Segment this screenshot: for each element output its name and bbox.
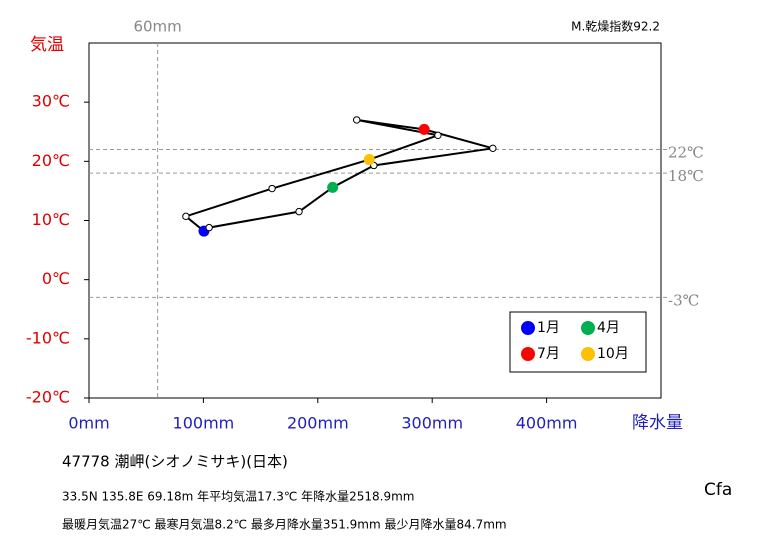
month-point bbox=[363, 154, 375, 166]
ref-label: 60mm bbox=[133, 18, 181, 36]
x-tick-label: 100mm bbox=[173, 414, 235, 433]
x-tick-label: 400mm bbox=[516, 414, 578, 433]
point bbox=[295, 207, 303, 216]
y-tick-label: -10℃ bbox=[26, 328, 70, 347]
legend-marker bbox=[521, 347, 535, 361]
x-axis-title: 降水量 bbox=[632, 413, 683, 433]
point bbox=[268, 184, 276, 193]
ref-label: 18℃ bbox=[668, 167, 704, 185]
x-tick-label: 0mm bbox=[68, 414, 109, 433]
y-tick-label: 30℃ bbox=[32, 92, 70, 111]
info-line: 最暖月気温27℃ 最寒月気温8.2℃ 最多月降水量351.9mm 最少月降水量8… bbox=[62, 517, 507, 532]
climate-line bbox=[183, 118, 494, 233]
point bbox=[352, 116, 361, 124]
month-point bbox=[418, 123, 430, 135]
y-tick-label: -20℃ bbox=[26, 388, 70, 407]
info-line: 33.5N 135.8E 69.18m 年平均気温17.3℃ 年降水量2518.… bbox=[62, 489, 415, 504]
legend-label: 4月 bbox=[597, 320, 620, 336]
ref-label: -3℃ bbox=[668, 291, 699, 309]
station-name: 47778 潮岬(シオノミサキ)(日本) bbox=[62, 453, 288, 471]
legend-label: 1月 bbox=[537, 320, 560, 336]
x-tick-label: 200mm bbox=[287, 414, 349, 433]
legend-marker bbox=[581, 347, 595, 361]
month-point bbox=[327, 181, 339, 193]
x-tick-label: 300mm bbox=[401, 414, 463, 433]
dryness-index: M.乾燥指数92.2 bbox=[571, 19, 660, 34]
legend-label: 10月 bbox=[597, 346, 629, 362]
y-tick-label: 10℃ bbox=[32, 210, 70, 229]
legend-box bbox=[509, 311, 647, 373]
y-axis-title: 気温 bbox=[30, 35, 64, 55]
point bbox=[434, 131, 442, 140]
ref-label: 22℃ bbox=[668, 144, 704, 162]
point bbox=[489, 144, 497, 153]
legend-marker bbox=[581, 321, 595, 335]
legend-label: 7月 bbox=[537, 346, 560, 362]
climate-class: Cfa bbox=[704, 480, 732, 500]
point bbox=[205, 223, 213, 232]
point bbox=[182, 212, 190, 221]
y-tick-label: 20℃ bbox=[32, 151, 70, 170]
y-tick-label: 0℃ bbox=[42, 269, 70, 288]
legend-marker bbox=[521, 321, 535, 335]
